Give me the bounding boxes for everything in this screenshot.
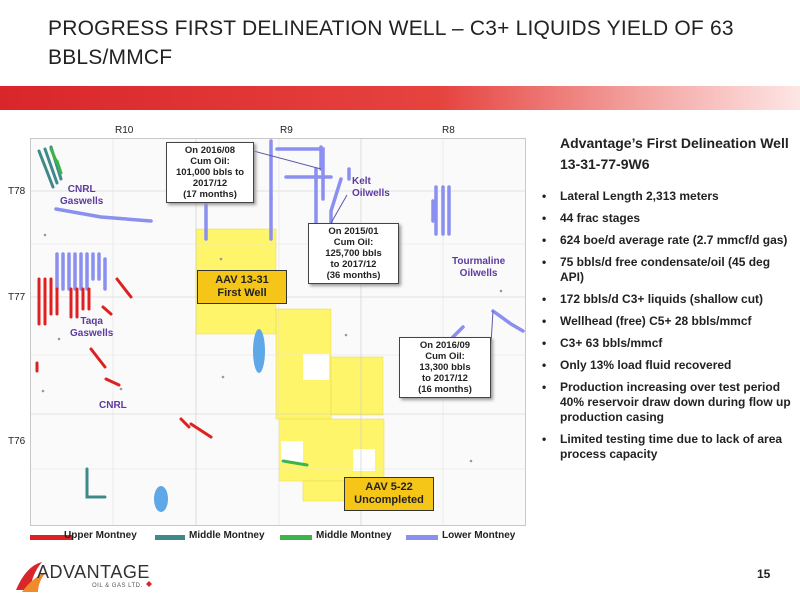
summary-bullet: Limited testing time due to lack of area…	[536, 432, 792, 462]
well-box-aav-13-31: AAV 13-31 First Well	[197, 270, 287, 304]
legend-swatch	[280, 535, 312, 540]
page-number: 15	[757, 567, 771, 581]
summary-bullet: C3+ 63 bbls/mmcf	[536, 336, 792, 351]
map-label-kelt-oilwells: Kelt Oilwells	[352, 176, 390, 199]
legend-swatch	[30, 535, 72, 540]
middle-montney-teal-wells	[37, 145, 107, 499]
callout-leaders	[245, 148, 494, 345]
map-label-cnrl: CNRL	[99, 400, 127, 411]
legend-label: Lower Montney	[442, 530, 516, 541]
summary-bullet: 44 frac stages	[536, 211, 792, 226]
advantage-logo-icon	[16, 562, 152, 592]
township-label-t76: T76	[8, 436, 26, 447]
logo-wordmark: ADVANTAGE	[37, 562, 150, 582]
map-label-taqa-gaswells: Taqa Gaswells	[70, 316, 114, 339]
township-label-t77: T77	[8, 292, 26, 303]
slide-title: PROGRESS FIRST DELINEATION WELL – C3+ LI…	[48, 17, 734, 69]
legend-label: Middle Montney	[316, 530, 392, 541]
summary-bullet: 75 bbls/d free condensate/oil (45 deg AP…	[536, 255, 792, 285]
well-summary-panel: Advantage’s First Delineation Well 13-31…	[536, 133, 792, 469]
range-label-r9: R9	[280, 125, 293, 136]
summary-heading: Advantage’s First Delineation Well 13-31…	[560, 135, 789, 172]
logo-subtitle: OIL & GAS LTD.	[92, 583, 143, 589]
summary-bullet: Only 13% load fluid recovered	[536, 358, 792, 373]
range-label-r10: R10	[115, 125, 134, 136]
summary-bullet: Lateral Length 2,313 meters	[536, 189, 792, 204]
callout-kelt-2016-08: On 2016/08 Cum Oil: 101,000 bbls to 2017…	[166, 142, 254, 203]
legend-swatch	[155, 535, 185, 540]
legend-swatch	[406, 535, 438, 540]
upper-montney-wells	[35, 277, 213, 439]
map-label-cnrl-gaswells: CNRL Gaswells	[60, 184, 104, 207]
header-band	[0, 86, 800, 110]
vertical-well-dots	[41, 233, 503, 501]
middle-montney-green-wells	[49, 147, 309, 467]
summary-bullet: Production increasing over test period 4…	[536, 380, 792, 425]
summary-bullet: 172 bbls/d C3+ liquids (shallow cut)	[536, 292, 792, 307]
land-map	[30, 138, 526, 526]
map-canvas	[31, 139, 525, 525]
callout-2015-01: On 2015/01 Cum Oil: 125,700 bbls to 2017…	[308, 223, 399, 284]
callout-tourmaline-2016-09: On 2016/09 Cum Oil: 13,300 bbls to 2017/…	[399, 337, 491, 398]
land-gaps	[281, 354, 375, 471]
map-label-tourmaline-oilwells: Tourmaline Oilwells	[452, 256, 506, 279]
summary-bullets: Lateral Length 2,313 meters 44 frac stag…	[536, 189, 792, 462]
summary-bullet: Wellhead (free) C5+ 28 bbls/mmcf	[536, 314, 792, 329]
range-label-r8: R8	[442, 125, 455, 136]
summary-bullet: 624 boe/d average rate (2.7 mmcf/d gas)	[536, 233, 792, 248]
legend-label: Middle Montney	[189, 530, 265, 541]
well-box-aav-5-22: AAV 5-22 Uncompleted	[344, 477, 434, 511]
township-label-t78: T78	[8, 186, 26, 197]
legend-label: Upper Montney	[64, 530, 137, 541]
